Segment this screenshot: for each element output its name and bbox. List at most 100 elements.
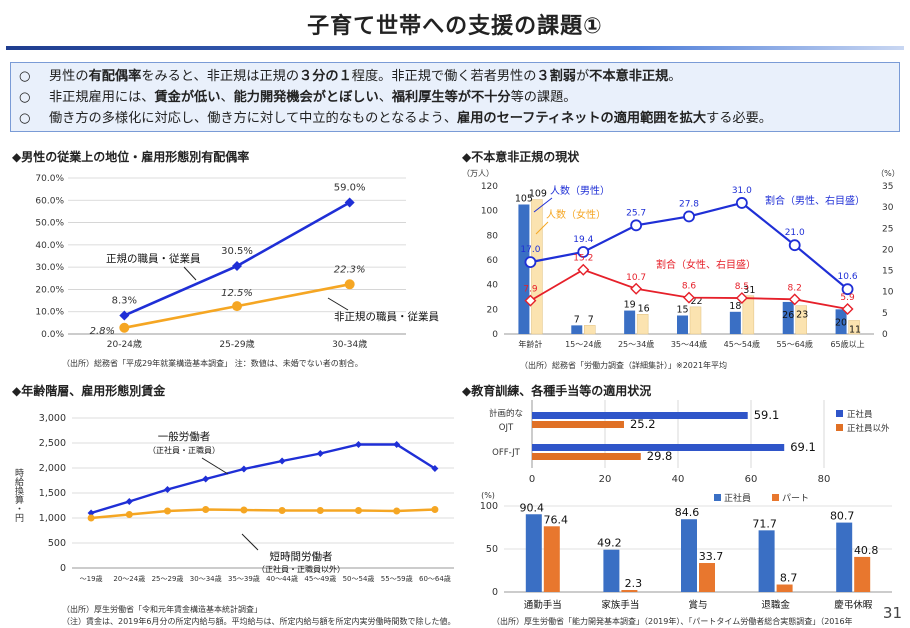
ratio-label: 25.7: [626, 208, 646, 218]
bar-male: [782, 301, 794, 334]
x-tick-label: 年齢計: [518, 339, 542, 349]
y-tick-label-right: 30: [882, 203, 894, 213]
data-label: 12.5%: [221, 288, 253, 299]
bar-label: 22: [690, 296, 702, 307]
data-point: [87, 509, 95, 517]
summary-segment: 働き方の多様化に対応し、働き方に対して中立的なものとなるよう、: [49, 111, 458, 126]
data-point: [788, 293, 801, 306]
bar-label: 84.6: [675, 506, 700, 519]
ratio-label: 15.2: [573, 254, 593, 264]
ratio-label: 10.6: [838, 272, 858, 282]
bar-male: [729, 311, 741, 334]
x-tick-label: 40: [672, 474, 685, 485]
allowance-chart: (%) 0 50 100 通勤手当 家族手当 賞与 退職金 慶弔休暇 90.4 49.2 84.6 71…: [480, 492, 892, 611]
leader-line: [201, 457, 229, 475]
data-point: [202, 506, 210, 513]
bar-label: 7: [574, 314, 580, 325]
data-point: [119, 310, 130, 321]
bar-female: [795, 305, 807, 335]
y-tick-label: 500: [48, 538, 66, 549]
bar-label: 49.2: [597, 537, 622, 550]
bar-female: [689, 306, 702, 335]
data-label: 30.5%: [221, 246, 253, 257]
bar-label: 105: [515, 194, 533, 205]
involuntary-chart-heading: ◆不本意非正規の現状: [462, 150, 580, 164]
leader-line: [327, 297, 349, 311]
y-tick-label: 0.0%: [41, 330, 64, 340]
y-tick-label-right: 15: [882, 267, 893, 277]
legend-swatch: [714, 494, 721, 501]
y-unit-left: （万人）: [462, 169, 494, 178]
y-tick-label-left: 20: [487, 305, 499, 315]
summary-box: ○ 男性の有配偶率をみると、非正規は正規の３分の１程度。非正規で働く若者男性の３割…: [10, 62, 900, 132]
data-point: [164, 486, 171, 493]
data-point: [125, 498, 133, 505]
bar-label: 20: [835, 317, 847, 328]
y-tick-label: 50: [486, 544, 498, 555]
legend-note: （正社員・正職員以外）: [257, 564, 345, 574]
title-divider: [6, 46, 904, 50]
x-tick-label: 45～49歳: [304, 574, 336, 583]
legend-label: 割合（女性、右目盛）: [656, 258, 756, 271]
involuntary-nonregular-chart: （万人） （%） 0 20 40 60 80 100 120 0 5 10 15 20 25 30 35 年齢計 1…: [462, 169, 900, 349]
y-tick-label: 2,500: [39, 438, 66, 449]
bar-1: [854, 556, 871, 592]
data-point: [841, 283, 854, 296]
summary-text-1: 男性の有配偶率をみると、非正規は正規の３分の１程度。非正規で働く若者男性の３割弱…: [49, 69, 681, 84]
legend-label: 正社員: [847, 409, 873, 420]
summary-segment: する必要。: [706, 111, 772, 126]
bar-label: 90.4: [520, 501, 545, 514]
y-tick-label: 30.0%: [35, 263, 64, 273]
bar-label: 15: [676, 305, 688, 316]
summary-segment: 男性の: [49, 69, 89, 84]
y-unit: (%): [481, 492, 495, 500]
ratio-label: 21.0: [785, 228, 805, 238]
data-point: [577, 263, 590, 276]
y-tick-label-right: 10: [882, 288, 894, 298]
y-tick-label: 0: [60, 563, 66, 574]
summary-segment: 。: [668, 69, 682, 84]
bar-0: [603, 549, 620, 592]
marriage-source: （出所）総務省「平成29年就業構造基本調査」 注：数値は、未婚でない者の割合。: [62, 359, 363, 368]
legend-label: 割合（男性、右目盛）: [765, 194, 865, 207]
bar-male: [677, 315, 688, 334]
ratio-label: 8.6: [682, 282, 697, 292]
ratio-label: 31.0: [732, 186, 752, 196]
data-label: 8.3%: [112, 296, 137, 307]
data-point: [431, 506, 439, 513]
bullet-icon: ○: [19, 111, 31, 126]
data-point: [393, 507, 401, 515]
summary-segment: 、: [378, 90, 392, 105]
leader-line: [533, 197, 553, 213]
y-tick-label: 20.0%: [35, 285, 64, 295]
bar-label: 29.8: [647, 449, 673, 463]
legend-swatch: [836, 424, 843, 431]
legend-note: （正社員・正職員）: [148, 445, 220, 455]
bar-female: [636, 314, 649, 335]
bar-label: 18: [729, 301, 741, 312]
bullet-icon: ○: [19, 69, 31, 84]
x-tick-label: ～19歳: [80, 574, 103, 583]
data-point: [788, 239, 801, 252]
legend-label: パート: [782, 493, 809, 504]
data-point: [316, 507, 324, 514]
ratio-label: 17.0: [520, 245, 540, 255]
y-tick-label-right: 5: [882, 309, 888, 319]
ratio-label: 7.9: [523, 285, 538, 295]
legend-label: 人数（男性）: [550, 184, 610, 197]
x-tick-label: 35～39歳: [228, 574, 260, 583]
data-point: [232, 301, 242, 312]
bar-label: 25.2: [630, 417, 656, 431]
bar-1: [532, 421, 624, 428]
category-label: OJT: [499, 423, 514, 433]
bar-label: 16: [638, 303, 650, 314]
bar-male: [624, 310, 636, 334]
bar-0: [758, 530, 775, 592]
allowance-source: （出所）厚生労働省「能力開発基本調査」（2019年）、「パートタイム労働者総合実…: [492, 617, 852, 626]
training-chart: 0 20 40 60 80 計画的な OJT OFF-JT 59.1 69.1 25.2 29.8 正社…: [489, 400, 890, 485]
summary-segment: 賃金が低い: [154, 90, 221, 105]
x-tick-label: 慶弔休暇: [834, 599, 873, 611]
summary-segment: 有配偶率: [88, 69, 142, 84]
data-label: 2.8%: [90, 326, 115, 337]
bar-label: 33.7: [699, 550, 724, 563]
